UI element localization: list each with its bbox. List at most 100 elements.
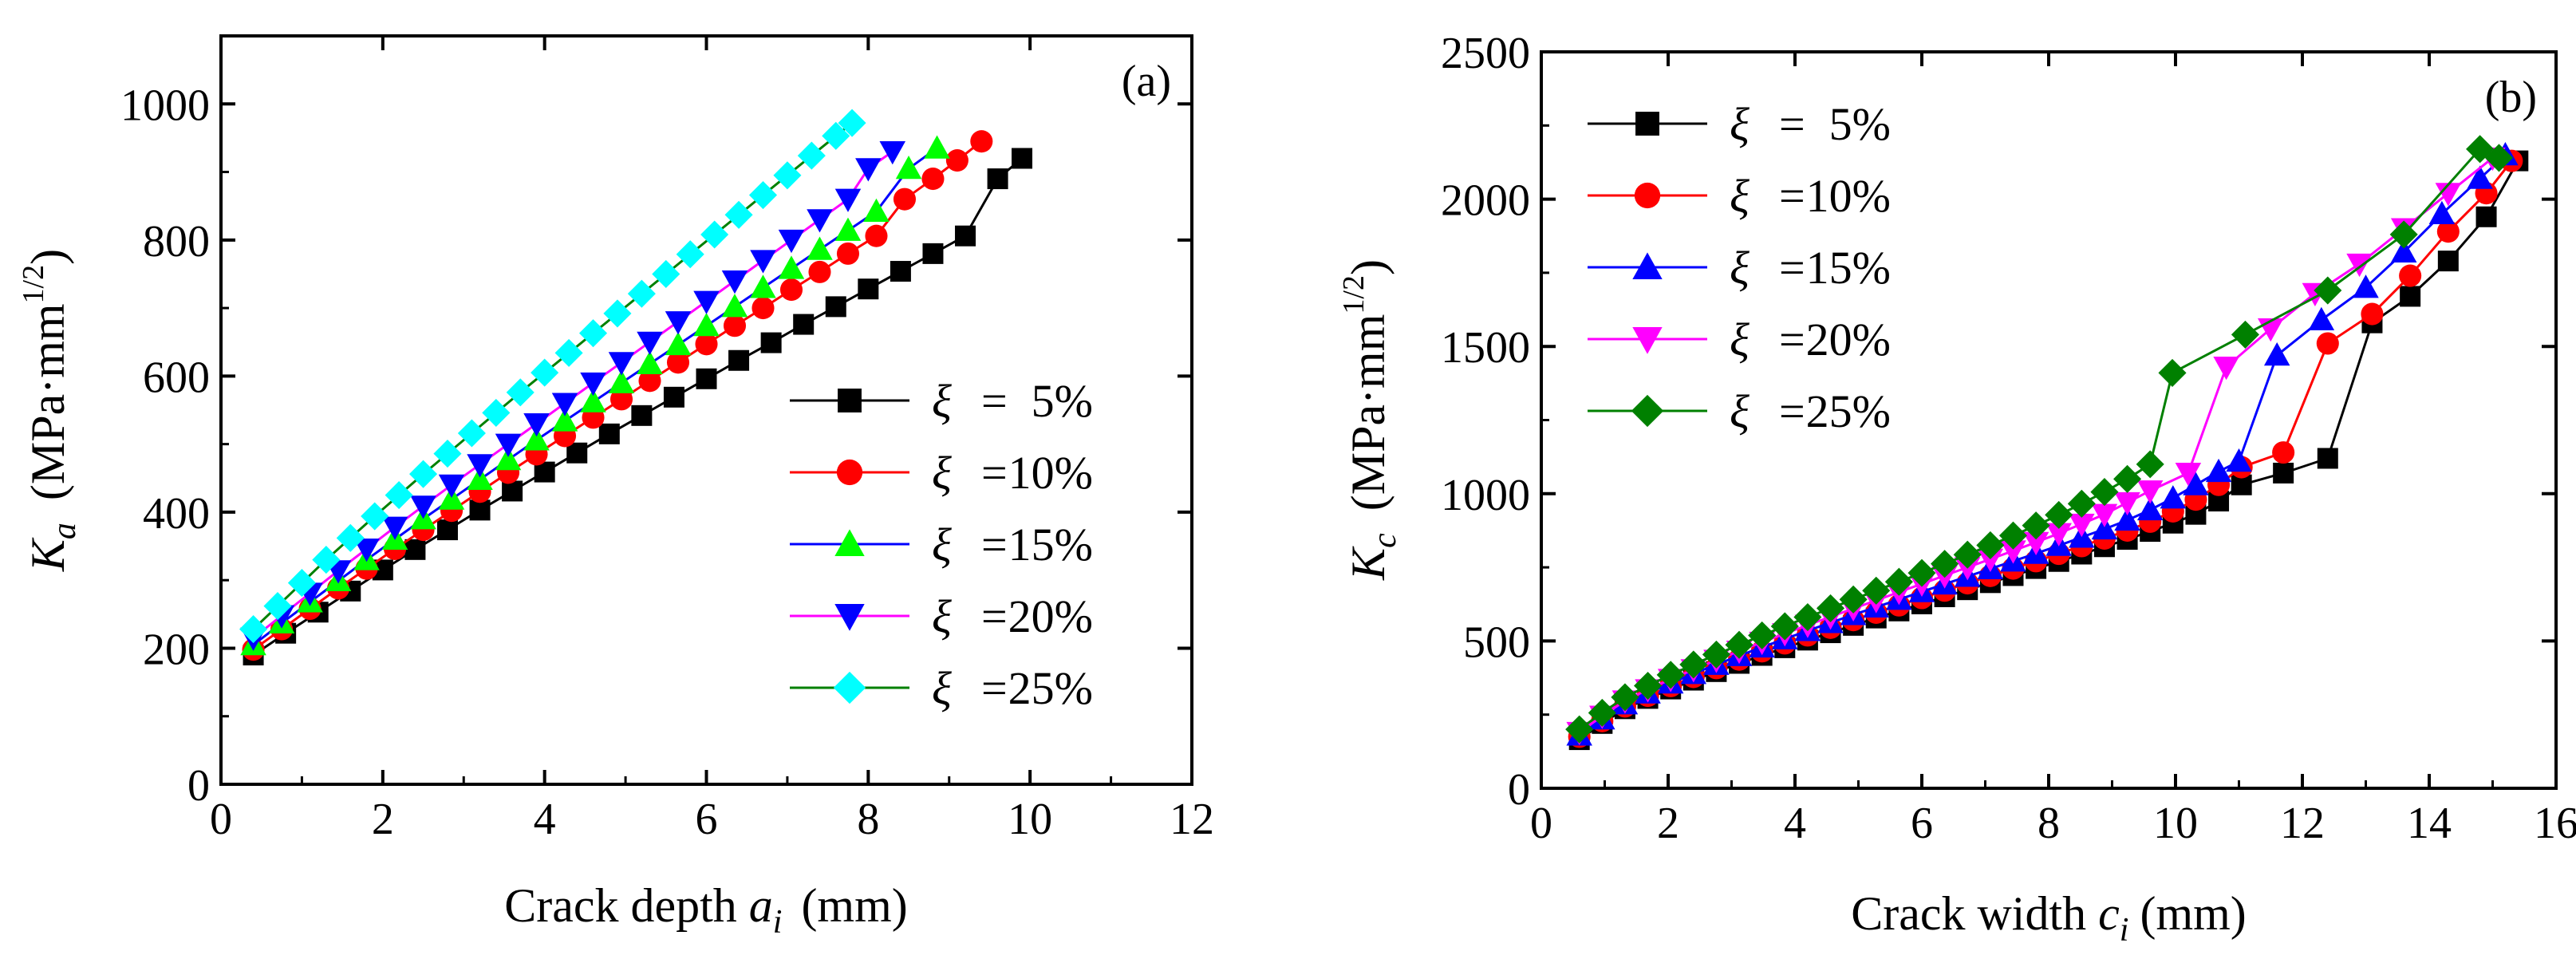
data-point (482, 398, 511, 427)
data-point (666, 351, 690, 374)
data-point (410, 495, 436, 519)
data-point (922, 243, 944, 264)
data-point (506, 378, 535, 407)
data-point (523, 413, 550, 437)
data-point (2484, 144, 2513, 172)
data-point (2091, 515, 2118, 540)
legend-marker (1631, 394, 1664, 428)
legend-symbol: ξ (932, 519, 952, 570)
legend-marker (838, 389, 862, 412)
data-point (838, 109, 866, 137)
data-point (2113, 464, 2142, 493)
data-point (696, 368, 717, 389)
data-point (834, 217, 862, 241)
data-point (825, 296, 846, 318)
series-25pct (239, 109, 866, 644)
data-point (1012, 148, 1033, 169)
data-point (336, 523, 365, 552)
data-point (879, 140, 906, 165)
data-point (1953, 540, 1982, 569)
y-tick-label: 2000 (1441, 176, 1530, 226)
x-tick-label: 8 (2038, 799, 2060, 848)
legend-marker (833, 671, 866, 704)
y-tick-label: 800 (143, 217, 210, 266)
legend-marker (1632, 327, 1663, 354)
data-point (893, 187, 917, 211)
data-point (1725, 630, 1753, 659)
legend-equals: = (981, 519, 1008, 570)
data-point (2437, 251, 2459, 272)
data-point (2114, 491, 2140, 516)
data-point (2069, 513, 2095, 538)
data-point (807, 236, 833, 260)
data-point (2000, 540, 2026, 564)
x-tick-label: 4 (534, 795, 556, 844)
y-tick-label: 200 (143, 625, 210, 674)
data-point (2399, 264, 2422, 287)
data-point (748, 180, 778, 210)
data-point (408, 460, 438, 488)
data-point (578, 319, 608, 348)
data-point (663, 386, 684, 408)
legend-label: 10% (1008, 447, 1093, 499)
data-point (551, 393, 578, 416)
data-point (551, 408, 578, 432)
data-point (750, 274, 776, 298)
legend-label: 20% (1806, 314, 1891, 365)
legend-symbol: ξ (932, 447, 952, 499)
data-point (2175, 462, 2202, 487)
data-point (2158, 358, 2187, 387)
legend-equals: = (981, 590, 1008, 642)
legend-label: 10% (1806, 170, 1891, 222)
data-point (779, 278, 803, 302)
legend-label: 15% (1806, 242, 1891, 294)
data-point (495, 446, 522, 471)
data-point (1611, 683, 1639, 712)
data-point (2273, 462, 2294, 483)
data-point (2045, 500, 2073, 529)
x-tick-label: 16 (2534, 799, 2576, 848)
data-point (609, 388, 633, 411)
x-tick-label: 14 (2407, 799, 2452, 848)
data-point (287, 569, 316, 598)
data-point (924, 135, 950, 159)
data-point (554, 338, 583, 367)
data-point (2136, 480, 2164, 504)
data-point (2136, 450, 2164, 479)
data-point (457, 419, 486, 448)
data-point (467, 466, 493, 490)
data-point (2428, 200, 2456, 225)
data-point (1862, 576, 1891, 605)
data-point (385, 481, 413, 510)
legend-entry: ξ = 10% (790, 447, 1093, 499)
data-point (750, 250, 776, 274)
data-point (865, 224, 888, 247)
data-point (361, 502, 389, 531)
legend-label: 20% (1008, 590, 1093, 642)
data-point (2353, 274, 2379, 298)
data-point (2314, 276, 2342, 305)
data-point (603, 299, 632, 328)
data-point (438, 474, 465, 499)
data-point (652, 259, 680, 289)
data-point (2022, 531, 2049, 555)
x-tick-label: 8 (857, 795, 879, 844)
data-point (495, 433, 522, 457)
legend-marker (1634, 182, 1661, 209)
data-point (2067, 489, 2096, 518)
data-point (438, 486, 465, 510)
legend-equals: = (1779, 314, 1805, 365)
legend-label: 5% (1032, 375, 1093, 427)
data-point (2390, 239, 2417, 263)
legend-entry: ξ = 5% (1588, 98, 1891, 150)
data-point (2272, 441, 2295, 464)
data-point (2045, 523, 2072, 547)
legend-symbol: ξ (1730, 170, 1750, 222)
data-point (2213, 357, 2239, 381)
x-tick-label: 6 (696, 795, 718, 844)
data-point (2361, 302, 2384, 326)
data-point (2022, 511, 2050, 540)
legend-entry: ξ = 5% (790, 375, 1093, 427)
y-tick-label: 0 (187, 761, 210, 811)
data-point (793, 314, 815, 335)
